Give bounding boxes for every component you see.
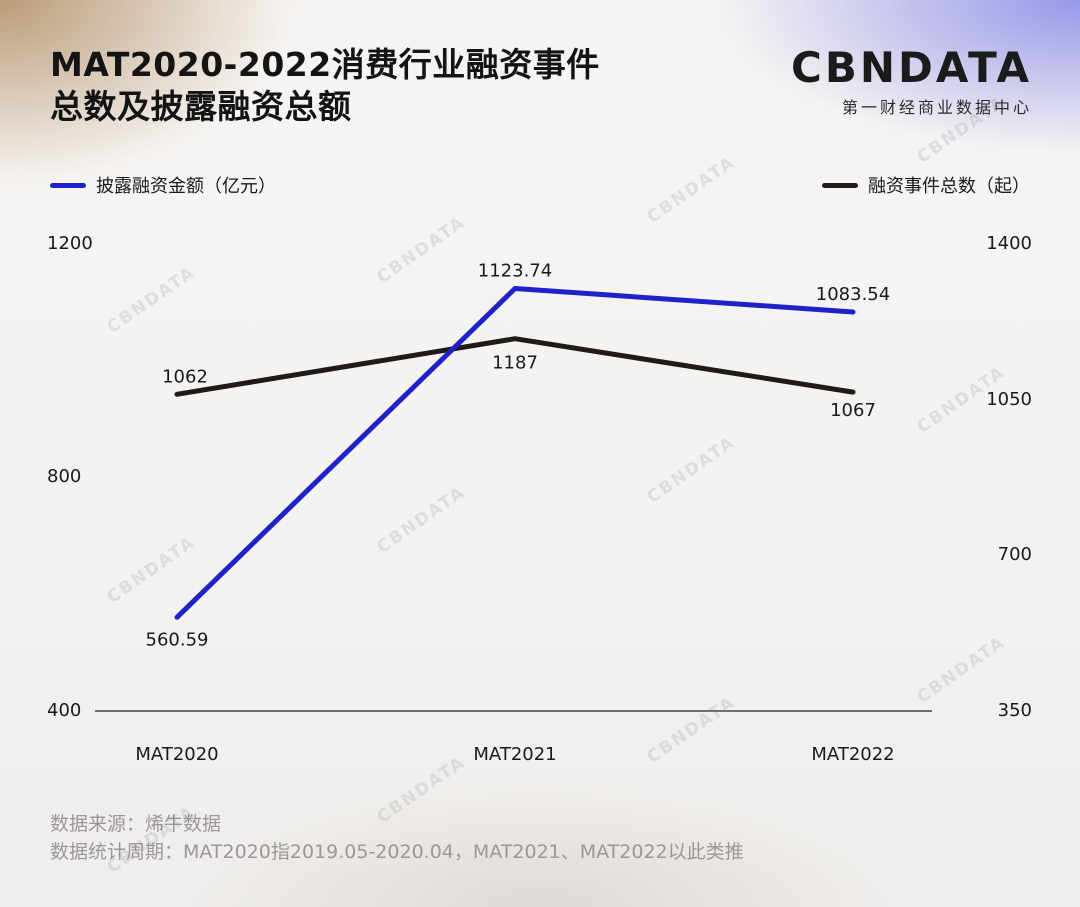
legend-item-event-count: 融资事件总数（起） [822,172,1030,198]
data-label-event-count: 1062 [162,366,208,387]
series-line-event-count [174,336,856,397]
data-label-funding-amount: 560.59 [146,629,209,650]
right-y-tick: 1050 [986,389,1032,410]
right-y-tick: 1400 [986,233,1032,254]
left-y-tick: 1200 [47,233,93,254]
data-label-funding-amount: 1083.54 [816,284,890,305]
legend-swatch-funding-amount [50,182,86,188]
brand-logo: CBNDATA 第一财经商业数据中心 [791,44,1032,118]
data-period-note: 数据统计周期：MAT2020指2019.05-2020.04，MAT2021、M… [50,841,744,863]
title-line-1: MAT2020-2022消费行业融资事件 [50,45,600,84]
x-tick-label: MAT2021 [473,744,556,765]
chart-title: MAT2020-2022消费行业融资事件 总数及披露融资总额 [50,44,600,128]
footer-notes: 数据来源：烯牛数据 数据统计周期：MAT2020指2019.05-2020.04… [50,810,744,866]
data-label-event-count: 1067 [830,400,876,421]
left-y-tick: 400 [47,700,82,721]
legend-label-event-count: 融资事件总数（起） [868,176,1030,197]
legend-label-funding-amount: 披露融资金额（亿元） [96,176,276,197]
data-label-event-count: 1187 [492,353,538,374]
series-line-funding-amount [174,286,856,620]
x-tick-label: MAT2020 [135,744,218,765]
title-line-2: 总数及披露融资总额 [50,87,352,126]
data-source-note: 数据来源：烯牛数据 [50,813,222,835]
legend-item-funding-amount: 披露融资金额（亿元） [50,172,276,198]
left-y-tick: 800 [47,466,82,487]
right-y-tick: 700 [997,544,1032,565]
data-label-funding-amount: 1123.74 [478,261,552,282]
logo-subtitle: 第一财经商业数据中心 [841,98,1032,117]
x-tick-label: MAT2022 [811,744,894,765]
legend-swatch-event-count [822,182,858,188]
right-y-tick: 350 [997,700,1032,721]
logo-wordmark: CBNDATA [791,43,1032,92]
